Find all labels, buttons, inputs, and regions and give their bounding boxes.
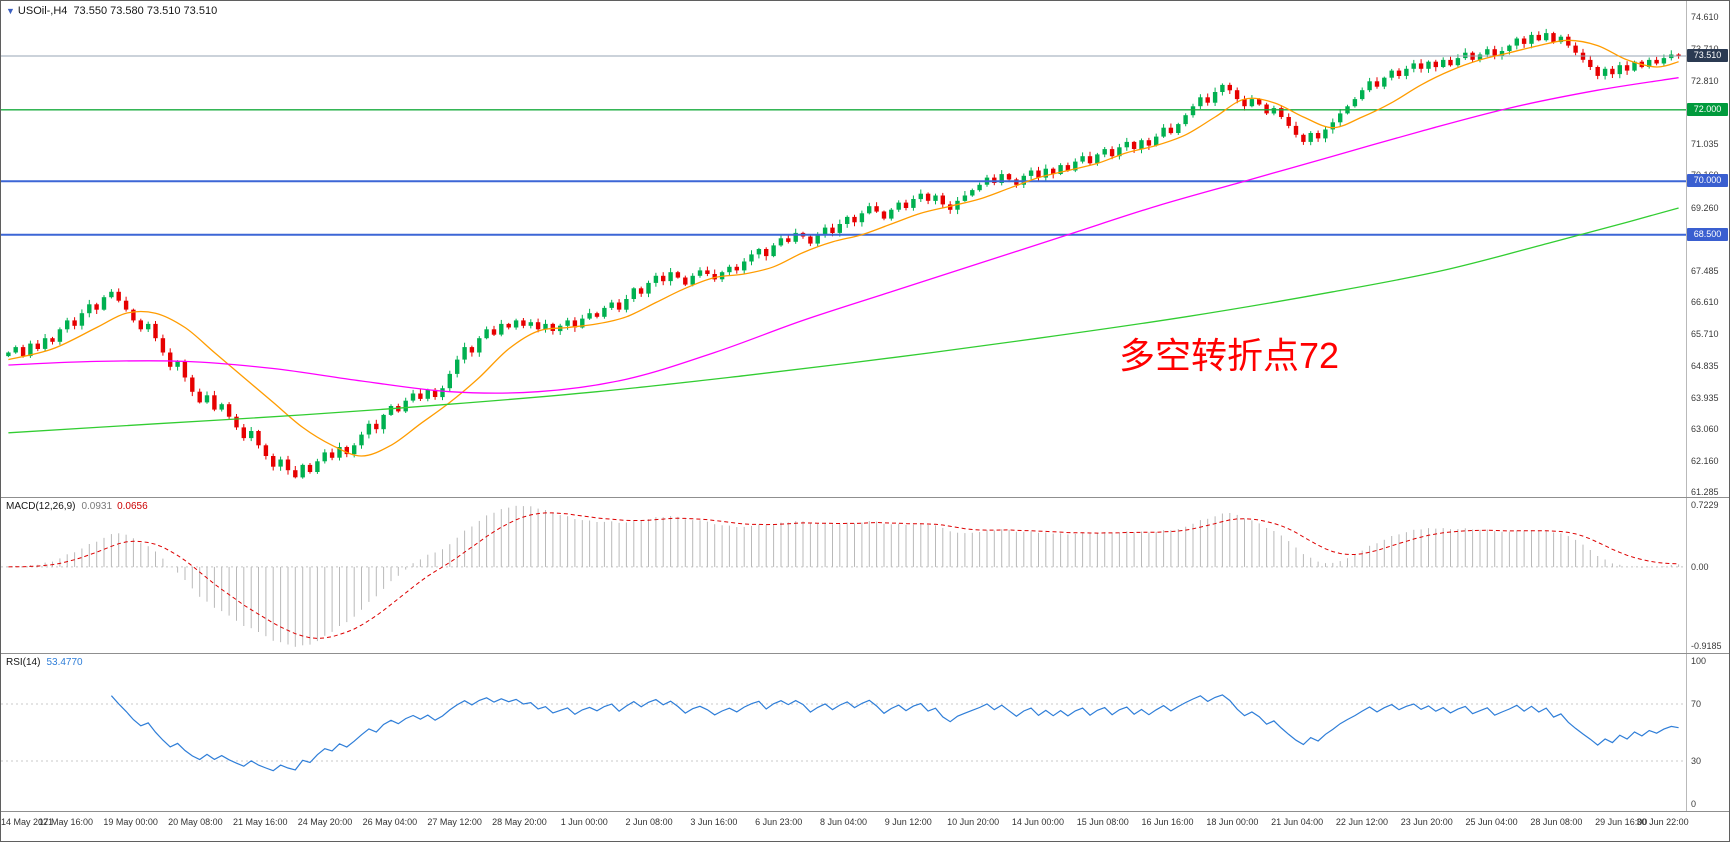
price-tick: 67.485: [1691, 265, 1719, 276]
ma-slow-line: [8, 207, 1679, 434]
price-tick: 62.160: [1691, 455, 1719, 466]
time-label: 26 May 04:00: [362, 817, 418, 827]
rsi-value: 53.4770: [46, 657, 83, 668]
ma-mid-line: [8, 77, 1679, 394]
price-tick: 71.035: [1691, 139, 1719, 150]
time-label: 25 Jun 04:00: [1465, 817, 1518, 827]
rsi-axis-tick: 30: [1691, 756, 1702, 767]
time-axis[interactable]: 14 May 2021 17 May 16:00 19 May 00:00 20 Ma…: [1, 812, 1689, 841]
time-label: 21 May 16:00: [232, 817, 288, 827]
macd-axis-tick: -0.9185: [1691, 640, 1722, 651]
candlestick-chart[interactable]: [1, 1, 1686, 497]
time-label: 6 Jun 23:00: [755, 817, 803, 827]
time-label: 23 Jun 20:00: [1400, 817, 1453, 827]
price-tick: 64.835: [1691, 360, 1719, 371]
rsi-axis-tick: 70: [1691, 698, 1702, 709]
macd-axis-tick: 0.7229: [1691, 499, 1719, 510]
time-label: 27 May 12:00: [427, 817, 482, 827]
time-label: 16 Jun 16:00: [1141, 817, 1194, 827]
time-label: 17 May 16:00: [38, 817, 94, 827]
time-label: 3 Jun 16:00: [690, 817, 738, 827]
time-label: 8 Jun 04:00: [819, 817, 868, 827]
rsi-label: RSI(14) 53.4770: [6, 657, 83, 668]
macd-axis: 0.7229 0.00 -0.9185: [1686, 498, 1729, 653]
rsi-panel: RSI(14) 53.4770 100 70 30 0: [1, 654, 1729, 812]
rsi-axis: 100 70 30 0: [1686, 654, 1729, 811]
macd-label: MACD(12,26,9) 0.0931 0.0656: [6, 501, 148, 512]
time-label: 29 Jun 16:00: [1595, 817, 1648, 827]
price-tick: 72.810: [1691, 75, 1719, 86]
macd-axis-tick: 0.00: [1691, 561, 1709, 572]
time-label: 24 May 20:00: [297, 817, 353, 827]
time-label: 30 Jun 22:00: [1636, 817, 1689, 827]
time-label: 18 Jun 00:00: [1206, 817, 1259, 827]
time-label: 14 May 2021: [1, 817, 54, 827]
rsi-axis-tick: 100: [1691, 656, 1707, 667]
time-label: 10 Jun 20:00: [947, 817, 1000, 827]
price-tick: 63.060: [1691, 423, 1719, 434]
time-label: 20 May 08:00: [168, 817, 223, 827]
time-label: 28 Jun 08:00: [1530, 817, 1583, 827]
price-tick: 65.710: [1691, 329, 1719, 340]
chart-marker-icon: ▼: [6, 6, 15, 16]
rsi-axis-tick: 0: [1691, 798, 1697, 809]
rsi-name: RSI(14): [6, 657, 41, 668]
time-label: 15 Jun 08:00: [1076, 817, 1129, 827]
time-label: 22 Jun 12:00: [1335, 817, 1388, 827]
time-label: 1 Jun 00:00: [560, 817, 608, 827]
time-label: 2 Jun 08:00: [625, 817, 673, 827]
macd-panel: MACD(12,26,9) 0.0931 0.0656 0.7229 0.00 -0.9…: [1, 498, 1729, 654]
macd-signal-value: 0.0656: [117, 501, 148, 512]
symbol-timeframe: USOil-,H4: [17, 5, 68, 17]
macd-value: 0.0931: [81, 501, 113, 512]
price-badge-70.000[interactable]: 70.000: [1687, 174, 1728, 188]
rsi-line: [110, 694, 1679, 772]
price-axis[interactable]: 74.61073.71072.81071.03570.16069.26067.4…: [1686, 1, 1729, 497]
macd-name: MACD(12,26,9): [6, 501, 76, 512]
ma-fast-line: [8, 39, 1679, 457]
ohlc-values: 73.550 73.580 73.510 73.510: [73, 5, 218, 17]
price-tick: 63.935: [1691, 392, 1719, 403]
candles-layer: [6, 28, 1681, 479]
macd-histogram: [15, 505, 1680, 647]
main-chart-panel: ▼ USOil-,H4 73.550 73.580 73.510 73.510 多空…: [1, 1, 1729, 498]
macd-chart[interactable]: [1, 498, 1686, 653]
price-tick: 74.610: [1691, 11, 1719, 22]
chart-annotation-text[interactable]: 多空转折点72: [1119, 335, 1340, 376]
time-label: 28 May 20:00: [492, 817, 547, 827]
price-tick: 73.710: [1691, 44, 1719, 54]
macd-signal-line: [8, 512, 1679, 639]
time-label: 19 May 00:00: [103, 817, 158, 827]
price-tick: 66.610: [1691, 297, 1719, 308]
chart-title: ▼ USOil-,H4 73.550 73.580 73.510 73.510: [6, 5, 217, 17]
time-label: 14 Jun 00:00: [1011, 817, 1064, 827]
price-tick: 69.260: [1691, 202, 1719, 213]
rsi-chart[interactable]: [1, 654, 1686, 811]
price-tick: 61.285: [1691, 487, 1719, 498]
time-label: 21 Jun 04:00: [1271, 817, 1324, 827]
price-badge-72.000[interactable]: 72.000: [1687, 102, 1728, 116]
time-label: 9 Jun 12:00: [884, 817, 932, 827]
price-badge-73.510: 73.510: [1687, 48, 1728, 62]
price-badge-68.500[interactable]: 68.500: [1687, 227, 1728, 241]
